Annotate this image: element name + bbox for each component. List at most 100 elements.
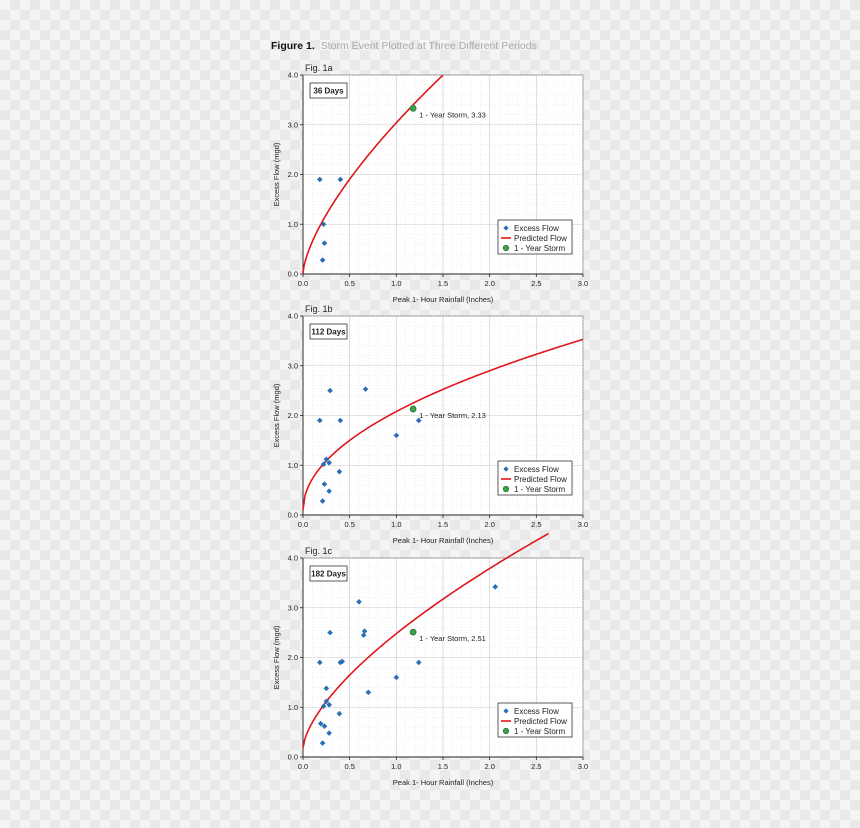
excess-flow-point (317, 720, 324, 727)
excess-flow-point (327, 387, 333, 394)
figure-title: Figure 1. Storm Event Plotted at Three D… (271, 40, 537, 52)
excess-flow-point (362, 386, 369, 392)
y-tick-label: 0.0 (288, 753, 298, 762)
excess-flow-point (360, 632, 367, 638)
legend-storm-marker (502, 485, 510, 493)
period-box (309, 82, 348, 99)
excess-flow-point (321, 723, 328, 729)
chart-fig-1c: 0.0 0.5 1.0 1.5 2.0 2.5 3.0 0.0 1.0 2.0 3.0 4.0 Peak… (272, 532, 588, 787)
legend-predicted-flow-label: Predicted Flow (514, 234, 567, 243)
y-tick-label: 1.0 (288, 703, 298, 712)
y-tick-label: 4.0 (288, 554, 298, 563)
excess-flow-point (317, 176, 323, 183)
legend-predicted-flow-label: Predicted Flow (514, 475, 567, 484)
x-tick-label: 1.0 (391, 520, 401, 529)
excess-flow-point (317, 659, 323, 666)
y-tick-label: 0.0 (288, 270, 298, 279)
y-tick-label: 3.0 (288, 603, 298, 612)
y-tick-label: 4.0 (288, 312, 298, 321)
excess-flow-point (319, 498, 326, 504)
panel-label: Fig. 1c (305, 546, 333, 556)
x-tick-label: 1.5 (438, 520, 448, 529)
excess-flow-point (326, 459, 332, 466)
excess-flow-point (320, 221, 327, 228)
x-tick-label: 3.0 (578, 762, 588, 771)
excess-flow-point (321, 481, 328, 487)
excess-flow-point (336, 468, 343, 475)
chart-fig-1b: 0.0 0.5 1.0 1.5 2.0 2.5 3.0 0.0 1.0 2.0 3.0 4.0 Peak… (272, 304, 588, 545)
y-tick-label: 1.0 (288, 461, 298, 470)
y-tick-label: 1.0 (288, 220, 298, 229)
x-tick-label: 3.0 (578, 279, 588, 288)
excess-flow-point (361, 628, 368, 634)
x-axis-title: Peak 1- Hour Rainfall (Inches) (393, 295, 494, 304)
excess-flow-point (339, 658, 345, 665)
excess-flow-point (356, 598, 362, 605)
figure-title-label: Figure 1. (271, 40, 315, 52)
panel-label: Fig. 1a (305, 63, 333, 73)
x-tick-label: 2.5 (531, 279, 541, 288)
predicted-flow-curve (302, 532, 549, 749)
excess-flow-point (319, 740, 326, 746)
excess-flow-point (327, 629, 333, 636)
storm-annotation: 1 - Year Storm, 3.33 (419, 110, 486, 119)
figure-title-caption: Storm Event Plotted at Three Different P… (320, 40, 537, 52)
excess-flow-point (321, 240, 328, 246)
x-tick-label: 1.0 (391, 762, 401, 771)
storm-annotation: 1 - Year Storm, 2.13 (419, 411, 486, 420)
x-tick-label: 2.0 (484, 279, 494, 288)
legend-storm-marker (502, 244, 510, 252)
excess-flow-point (326, 730, 332, 736)
legend-storm-label: 1 - Year Storm (514, 485, 565, 494)
chart-fig-1a: 0.0 0.5 1.0 1.5 2.0 2.5 3.0 0.0 1.0 2.0 3.0 4.0 Peak… (272, 63, 588, 304)
excess-flow-point (393, 674, 400, 681)
legend-excess-flow-marker (503, 225, 509, 231)
excess-flow-point (365, 689, 372, 696)
x-tick-label: 1.0 (391, 279, 401, 288)
y-tick-label: 2.0 (288, 170, 298, 179)
x-tick-label: 3.0 (578, 520, 588, 529)
excess-flow-point (326, 701, 332, 708)
predicted-flow-curve (302, 74, 444, 274)
period-label: 36 Days (313, 87, 344, 96)
legend-excess-flow-marker (503, 466, 509, 472)
legend-storm-marker (502, 727, 510, 735)
y-tick-label: 2.0 (288, 411, 298, 420)
y-tick-label: 0.0 (288, 511, 298, 520)
x-tick-label: 0.5 (344, 762, 354, 771)
period-box (309, 323, 348, 340)
y-tick-label: 4.0 (288, 71, 298, 80)
excess-flow-point (323, 698, 330, 705)
storm-point (409, 104, 417, 112)
x-tick-label: 1.5 (438, 279, 448, 288)
x-tick-label: 2.5 (531, 520, 541, 529)
excess-flow-point (337, 176, 344, 183)
y-tick-label: 3.0 (288, 361, 298, 370)
legend-box (497, 702, 573, 738)
excess-flow-point (320, 461, 327, 468)
x-axis-title: Peak 1- Hour Rainfall (Inches) (393, 778, 494, 787)
excess-flow-point (317, 417, 323, 424)
x-tick-label: 0.0 (298, 762, 308, 771)
legend-box (497, 219, 573, 255)
y-axis-title: Excess Flow (mgd) (272, 142, 281, 206)
excess-flow-point (415, 659, 422, 666)
x-tick-label: 1.5 (438, 762, 448, 771)
excess-flow-point (323, 456, 330, 463)
period-label: 112 Days (311, 328, 346, 337)
y-tick-label: 3.0 (288, 120, 298, 129)
excess-flow-point (492, 584, 499, 590)
x-tick-label: 0.0 (298, 520, 308, 529)
legend-excess-flow-label: Excess Flow (514, 707, 559, 716)
period-label: 182 Days (311, 570, 346, 579)
legend-predicted-flow-label: Predicted Flow (514, 717, 567, 726)
excess-flow-point (326, 488, 332, 494)
storm-annotation: 1 - Year Storm, 2.51 (419, 634, 486, 643)
excess-flow-point (319, 257, 326, 263)
legend-storm-label: 1 - Year Storm (514, 244, 565, 253)
storm-point (409, 628, 417, 636)
excess-flow-point (320, 703, 327, 710)
excess-flow-point (415, 417, 422, 424)
y-axis-title: Excess Flow (mgd) (272, 625, 281, 689)
excess-flow-point (393, 432, 400, 439)
